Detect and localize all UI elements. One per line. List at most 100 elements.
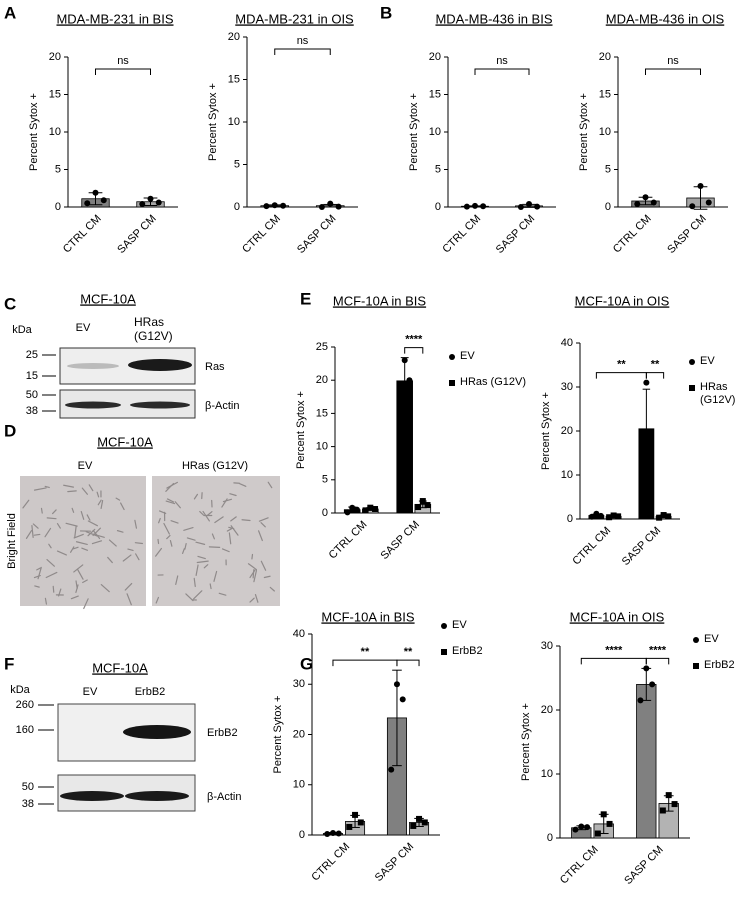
x-tick-label: CTRL CM [240, 213, 283, 256]
cell [202, 510, 210, 522]
significance-label: ns [297, 35, 309, 47]
cell [126, 593, 132, 606]
cell [157, 538, 160, 545]
cell [134, 542, 144, 545]
data-point [610, 512, 617, 519]
marker-label: 50 [26, 389, 38, 401]
data-point [401, 357, 408, 364]
legend-label: EV [700, 355, 715, 367]
panel-label: F [4, 654, 14, 673]
y-tick-label: 5 [55, 163, 61, 175]
cell [33, 487, 47, 491]
cell [165, 482, 175, 492]
band-label: Ras [205, 361, 225, 373]
cell [127, 548, 134, 552]
legend-label: EV [460, 350, 475, 362]
y-axis-label: Percent Sytox + [28, 93, 40, 171]
y-tick-label: 10 [599, 126, 611, 138]
cell [115, 497, 121, 501]
y-tick-label: 0 [435, 201, 441, 213]
data-point [353, 506, 360, 513]
blot-band [67, 363, 119, 369]
cell [87, 520, 98, 527]
x-tick-label: SASP CM [622, 844, 665, 887]
significance-bracket [396, 659, 420, 667]
y-axis-label: Percent Sytox + [578, 93, 590, 171]
legend-symbol [693, 637, 699, 643]
cell [116, 530, 124, 533]
legend-symbol [441, 649, 447, 655]
cell [70, 595, 79, 600]
data-point [421, 819, 428, 826]
data-point [659, 807, 666, 814]
cell [108, 539, 117, 547]
y-tick-label: 0 [567, 513, 573, 525]
cell [82, 579, 88, 584]
cell [209, 583, 212, 590]
y-tick-label: 20 [228, 31, 240, 43]
y-axis-label: Percent Sytox + [520, 703, 532, 781]
panel-label: B [380, 3, 392, 22]
y-tick-label: 40 [293, 628, 305, 640]
cell [186, 537, 196, 541]
data-point [147, 195, 154, 202]
cell [228, 532, 232, 545]
significance-label: **** [405, 334, 423, 346]
cell [36, 567, 42, 571]
lane-label: ErbB2 [135, 686, 166, 698]
y-tick-label: 0 [55, 201, 61, 213]
significance-label: ns [496, 55, 508, 67]
legend-symbol [689, 359, 695, 365]
cell [258, 530, 263, 542]
y-tick-label: 20 [293, 728, 305, 740]
cell [196, 560, 209, 564]
y-tick-label: 10 [316, 441, 328, 453]
panel-label: E [300, 289, 311, 308]
band-label: β-Actin [207, 791, 241, 803]
panel-label: A [4, 3, 16, 22]
marker-label: 15 [26, 370, 38, 382]
cell [92, 527, 101, 537]
cell [73, 533, 84, 539]
cell [32, 523, 39, 529]
panel-label: C [4, 294, 16, 313]
chart-title: MDA-MB-436 in OIS [606, 11, 725, 26]
legend-symbol [449, 380, 455, 386]
cell [40, 507, 43, 514]
cell [247, 563, 258, 571]
cell [155, 596, 160, 604]
data-point [638, 467, 645, 474]
y-tick-label: 5 [435, 163, 441, 175]
cell [122, 554, 132, 562]
legend-label: ErbB2 [704, 659, 735, 671]
cell [52, 509, 57, 515]
chart-title: MDA-MB-231 in BIS [56, 11, 173, 26]
data-point [597, 512, 604, 519]
y-tick-label: 30 [541, 640, 553, 652]
cell [230, 516, 237, 522]
y-tick-label: 15 [49, 88, 61, 100]
cell [230, 525, 239, 536]
data-point [660, 512, 667, 519]
marker-ticks [38, 704, 54, 805]
significance-label: ** [404, 646, 413, 658]
blot-title: MCF-10A [80, 291, 136, 306]
y-axis-label: Percent Sytox + [408, 93, 420, 171]
significance-bracket [404, 347, 424, 354]
data-point [689, 203, 696, 210]
data-point [593, 510, 600, 517]
cell [155, 547, 163, 557]
cell [56, 550, 67, 556]
cell [44, 597, 48, 605]
cell [195, 564, 199, 576]
cell [100, 584, 110, 593]
y-tick-label: 20 [561, 425, 573, 437]
cell [226, 528, 233, 532]
y-tick-label: 10 [293, 779, 305, 791]
significance-label: ** [651, 359, 660, 371]
cell [218, 592, 227, 596]
micrograph [152, 476, 280, 606]
cell [221, 548, 230, 553]
y-tick-label: 0 [234, 201, 240, 213]
